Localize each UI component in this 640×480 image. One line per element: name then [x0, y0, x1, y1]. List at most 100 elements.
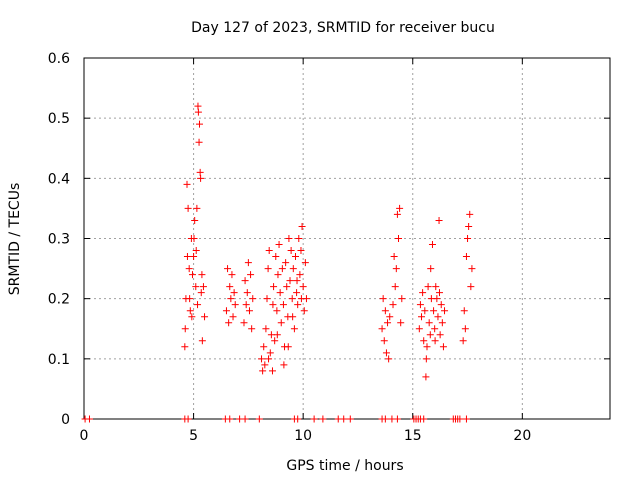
data-point: [245, 307, 253, 315]
y-tick-label: 0: [61, 412, 70, 428]
data-point: [85, 415, 93, 423]
data-point: [194, 301, 202, 309]
data-point: [300, 307, 308, 315]
data-point: [258, 355, 266, 363]
x-tick-label: 10: [294, 428, 312, 444]
data-point: [299, 283, 307, 291]
data-point: [291, 253, 299, 261]
data-point: [286, 277, 294, 285]
data-point: [464, 235, 472, 242]
data-point: [295, 235, 303, 242]
data-point: [185, 265, 193, 273]
data-point: [287, 247, 295, 255]
data-point: [249, 295, 257, 303]
chart-title: Day 127 of 2023, SRMTID for receiver buc…: [191, 20, 495, 36]
data-point: [227, 295, 235, 303]
data-point: [392, 265, 400, 273]
data-point: [423, 343, 431, 351]
data-point: [196, 120, 204, 128]
data-point: [395, 235, 403, 242]
data-point: [183, 180, 191, 188]
data-point: [270, 283, 278, 291]
data-point: [431, 325, 439, 333]
data-point: [198, 271, 206, 279]
data-point: [379, 295, 387, 303]
x-axis-label: GPS time / hours: [286, 458, 403, 474]
data-point: [426, 331, 434, 339]
data-point: [433, 295, 441, 303]
data-point: [197, 289, 205, 297]
data-point: [262, 325, 270, 333]
data-point: [240, 319, 248, 327]
y-tick-label: 0.3: [48, 232, 70, 248]
data-point: [230, 289, 238, 297]
data-point: [241, 415, 249, 423]
y-axis-label: SRMTID / TECUs: [7, 183, 23, 296]
data-point: [346, 415, 354, 423]
data-point: [263, 295, 271, 303]
data-point: [289, 265, 297, 273]
data-point: [184, 415, 192, 423]
data-point: [194, 102, 202, 110]
data-point: [226, 283, 234, 291]
data-point: [183, 253, 191, 261]
data-point: [194, 108, 202, 116]
data-point: [201, 313, 209, 321]
data-point: [226, 415, 234, 423]
data-point: [274, 271, 282, 279]
data-point: [438, 319, 446, 327]
data-point: [271, 337, 279, 345]
data-point: [294, 301, 302, 309]
data-point: [421, 307, 429, 315]
data-point: [310, 415, 318, 423]
data-point: [181, 343, 189, 351]
data-point: [425, 319, 433, 327]
data-point: [468, 265, 476, 273]
data-point: [460, 307, 468, 315]
y-tick-label: 0.2: [48, 292, 70, 308]
y-tick-label: 0.6: [48, 51, 70, 67]
data-point: [420, 337, 428, 345]
data-point: [385, 355, 393, 363]
data-point: [297, 247, 305, 255]
data-points: [81, 102, 476, 423]
data-point: [278, 265, 286, 273]
y-axis-tick-labels: 0 0.1 0.2 0.3 0.4 0.5 0.6: [48, 51, 70, 428]
data-point: [198, 337, 206, 345]
data-point: [267, 331, 275, 339]
data-point: [319, 415, 327, 423]
data-point: [428, 241, 436, 249]
data-point: [430, 307, 438, 315]
data-point: [242, 301, 250, 309]
data-point: [197, 174, 205, 182]
data-point: [390, 253, 398, 261]
data-point: [439, 343, 447, 351]
data-point: [435, 216, 443, 224]
data-point: [288, 295, 296, 303]
data-point: [265, 247, 273, 255]
data-point: [393, 210, 401, 218]
y-tick-label: 0.5: [48, 111, 70, 127]
data-point: [195, 138, 203, 146]
data-point: [424, 283, 432, 291]
data-point: [193, 204, 201, 212]
data-point: [467, 283, 475, 291]
y-tick-label: 0.1: [48, 352, 70, 368]
data-point: [181, 325, 189, 333]
data-point: [293, 277, 301, 285]
data-point: [293, 289, 301, 297]
data-point: [340, 415, 348, 423]
data-point: [248, 325, 256, 333]
x-tick-label: 20: [513, 428, 531, 444]
data-point: [231, 301, 239, 309]
data-point: [222, 307, 230, 315]
data-point: [396, 204, 404, 212]
data-point: [297, 295, 305, 303]
data-point: [419, 289, 427, 297]
data-point: [285, 235, 293, 242]
data-point: [276, 289, 284, 297]
data-point: [456, 415, 464, 423]
data-point: [247, 271, 255, 279]
data-point: [277, 319, 285, 327]
data-point: [273, 307, 281, 315]
